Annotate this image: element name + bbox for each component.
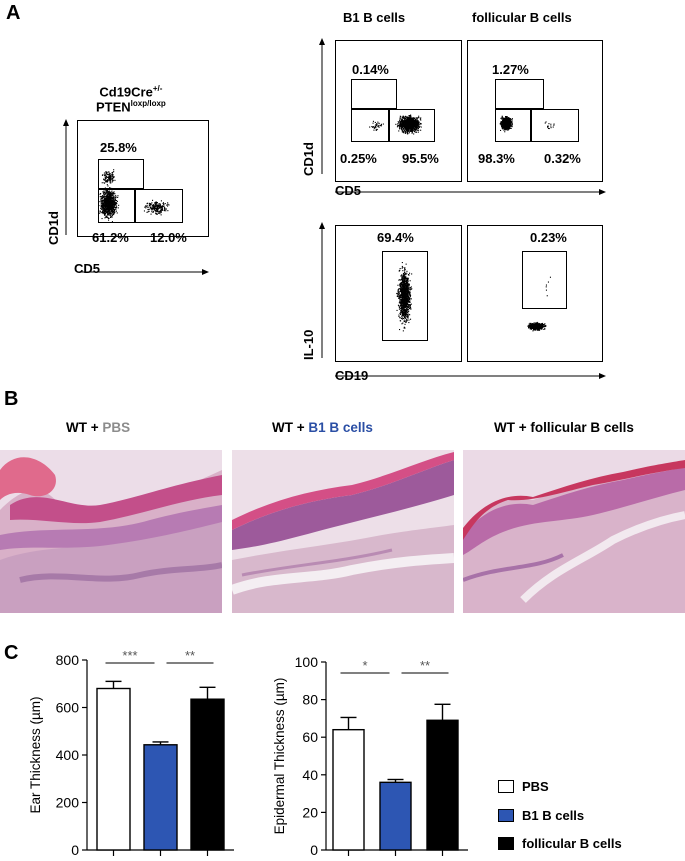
bar-follicular [190, 698, 225, 851]
gate-bottom-right [135, 189, 183, 223]
pct-b1-bottom-right: 95.5% [402, 151, 439, 166]
legend-follicular: follicular B cells [498, 836, 622, 851]
histology-image-b1 [232, 450, 454, 613]
flow-plot-b1-il10 [335, 225, 462, 362]
gate-b1-il10 [382, 251, 428, 341]
flow-dots-fol-il10 [527, 276, 551, 332]
gate-fol-top [495, 79, 544, 109]
gate-top [98, 159, 144, 189]
genotype-title: Cd19Cre+/- PTENloxp/loxp [96, 84, 166, 115]
y-tick-label: 400 [56, 747, 80, 763]
flow-dots-b1-il10 [396, 262, 413, 332]
histo-title-b1-prefix: WT + [272, 420, 309, 435]
gate-b1-top [351, 79, 397, 109]
flow-plot-left [77, 120, 209, 237]
y-tick-label: 0 [71, 842, 79, 858]
histo-title-b1-colored: B1 B cells [308, 420, 373, 435]
pct-left-bottom-right: 12.0% [150, 230, 187, 245]
y-tick-label: 800 [56, 652, 80, 668]
y-tick-label: 600 [56, 700, 80, 716]
y-axis-label: Ear Thickness (µm) [28, 696, 43, 813]
legend-label-b1: B1 B cells [522, 808, 585, 823]
flow-plot-b1-cd5 [335, 40, 462, 182]
histo-title-pbs-colored: PBS [102, 420, 131, 435]
y-tick-label: 80 [302, 692, 318, 708]
y-tick-label: 100 [295, 654, 319, 670]
legend-swatch-follicular [498, 837, 514, 850]
bar-pbs [332, 728, 365, 851]
pct-b1-il10: 69.4% [377, 230, 414, 245]
y-tick-label: 20 [302, 804, 318, 820]
pct-fol-bottom-left: 98.3% [478, 151, 515, 166]
flow-dots-fol-cd5 [499, 115, 555, 133]
histo-title-b1: WT + B1 B cells [272, 420, 373, 435]
flow-dots-b1-cd5 [369, 114, 422, 135]
gate-fol-bottom-left [495, 109, 531, 142]
y-tick-label: 40 [302, 767, 318, 783]
genotype-line2-sup: loxp/loxp [130, 99, 166, 109]
y-axis-label: Epidermal Thickness (µm) [272, 678, 287, 835]
histo-title-pbs: WT + PBS [66, 420, 130, 435]
legend-label-follicular: follicular B cells [522, 836, 622, 851]
pct-b1-bottom-left: 0.25% [340, 151, 377, 166]
col-title-follicular: follicular B cells [472, 10, 572, 25]
legend-swatch-b1 [498, 809, 514, 822]
histo-title-pbs-prefix: WT + [66, 420, 103, 435]
bar-pbs [96, 687, 131, 851]
panel-c-letter: C [4, 642, 19, 664]
pct-fol-bottom-right: 0.32% [544, 151, 581, 166]
gate-bottom-left [98, 189, 135, 223]
legend-b1: B1 B cells [498, 808, 584, 823]
axis-arrows-right-top [319, 38, 606, 195]
pct-b1-top: 0.14% [352, 62, 389, 77]
legend-pbs: PBS [498, 779, 549, 794]
genotype-line1: Cd19Cre [99, 84, 153, 100]
significance-label: ** [185, 648, 195, 663]
panel-b-letter: B [4, 388, 19, 410]
col-title-b1: B1 B cells [343, 10, 406, 25]
genotype-line2: PTEN [96, 99, 131, 115]
significance-label: * [362, 658, 367, 673]
genotype-line1-sup: +/- [152, 84, 163, 93]
pct-left-top: 25.8% [100, 140, 137, 155]
bar-follicular [426, 719, 459, 851]
y-tick-label: 200 [56, 795, 80, 811]
bar-b1 [379, 781, 412, 851]
bar-b1 [143, 744, 178, 851]
axis-arrows-right-bottom [319, 222, 606, 379]
legend-swatch-pbs [498, 780, 514, 793]
significance-label: ** [420, 658, 430, 673]
axis-cd5-right: CD5 [335, 183, 362, 198]
flow-plot-fol-il10 [467, 225, 603, 362]
histology-image-pbs [0, 450, 222, 613]
significance-label: *** [122, 648, 137, 663]
flow-plot-fol-cd5 [467, 40, 603, 182]
histo-title-follicular: WT + follicular B cells [494, 420, 634, 435]
y-tick-label: 0 [310, 842, 318, 858]
gate-fol-il10 [522, 251, 567, 309]
pct-fol-top: 1.27% [492, 62, 529, 77]
axis-arrows-left [63, 119, 209, 275]
legend-label-pbs: PBS [522, 779, 549, 794]
gate-b1-bottom-left [351, 109, 389, 142]
y-tick-label: 60 [302, 729, 318, 745]
flow-dots-left [98, 169, 170, 223]
pct-fol-il10: 0.23% [530, 230, 567, 245]
histology-image-follicular [463, 450, 685, 613]
gate-b1-bottom-right [389, 109, 435, 142]
pct-left-bottom-left: 61.2% [92, 230, 129, 245]
gate-fol-bottom-right [531, 109, 579, 142]
panel-a-letter: A [6, 2, 21, 24]
